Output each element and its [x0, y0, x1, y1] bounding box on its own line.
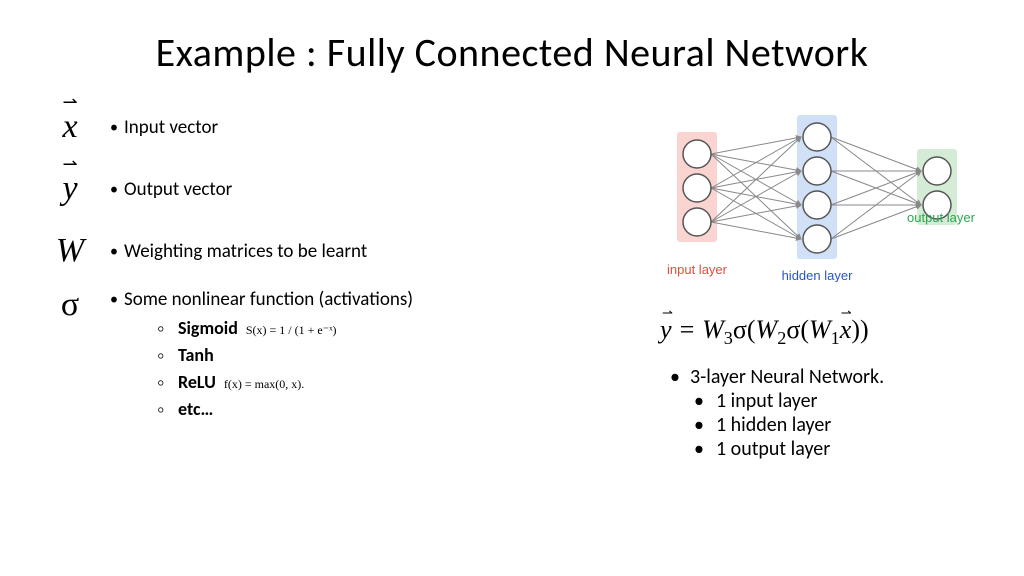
- main-equation: ⇀y = W3σ(W2σ(W1⇀x)): [660, 315, 994, 349]
- eq-sigma1: σ: [733, 315, 747, 344]
- activation-tanh: Tanh: [158, 342, 337, 369]
- def-sigma: Some nonlinear function (activations) Si…: [110, 282, 600, 423]
- sigmoid-label: Sigmoid: [178, 317, 238, 339]
- left-column: ⇀x ⇀y W σ Input vector Output vector Wei…: [30, 96, 600, 461]
- eq-w1: W: [809, 315, 831, 344]
- page-title: Example : Fully Connected Neural Network: [0, 0, 1024, 76]
- nn-svg: input layer hidden layer output layer: [657, 102, 977, 282]
- def-x-text: Input vector: [110, 116, 218, 139]
- def-sigma-text: Some nonlinear function (activations): [110, 288, 413, 311]
- symbol-w-text: W: [56, 232, 84, 270]
- summary-item-0: 1 input layer: [694, 389, 994, 413]
- eq-w2: W: [756, 315, 778, 344]
- symbol-y: ⇀y: [30, 158, 110, 220]
- tanh-label: Tanh: [178, 344, 214, 366]
- eq-rp2: ): [860, 315, 869, 344]
- summary-item-2: 1 output layer: [694, 437, 994, 461]
- symbol-x: ⇀x: [30, 96, 110, 158]
- symbol-column: ⇀x ⇀y W σ: [30, 96, 110, 461]
- right-column: input layer hidden layer output layer ⇀y =…: [600, 96, 994, 461]
- svg-text:hidden layer: hidden layer: [782, 268, 853, 282]
- eq-sub3: 3: [724, 328, 733, 348]
- eq-lp2: (: [800, 315, 809, 344]
- nn-diagram: input layer hidden layer output layer: [657, 102, 977, 287]
- eq-sub1: 1: [831, 328, 840, 348]
- eq-sub2: 2: [777, 328, 786, 348]
- def-y-text: Output vector: [110, 178, 232, 201]
- sigmoid-formula: S(x) = 1 / (1 + e⁻ˣ): [246, 323, 337, 337]
- relu-label: ReLU: [178, 371, 216, 393]
- activation-list: Sigmoid S(x) = 1 / (1 + e⁻ˣ) Tanh ReLU f(x…: [158, 315, 337, 423]
- svg-text:input layer: input layer: [667, 262, 728, 277]
- etc-label: etc…: [178, 398, 213, 420]
- eq-equals: =: [672, 315, 703, 344]
- summary-item-1: 1 hidden layer: [694, 413, 994, 437]
- eq-w3: W: [702, 315, 724, 344]
- content-area: ⇀x ⇀y W σ Input vector Output vector Wei…: [0, 76, 1024, 461]
- def-w: Weighting matrices to be learnt: [110, 220, 600, 282]
- symbol-x-text: x: [62, 108, 77, 146]
- activation-etc: etc…: [158, 396, 337, 423]
- def-y: Output vector: [110, 158, 600, 220]
- symbol-sigma-text: σ: [61, 286, 79, 324]
- eq-sigma2: σ: [786, 315, 800, 344]
- symbol-y-text: y: [62, 170, 77, 208]
- summary-title: 3-layer Neural Network.: [670, 365, 994, 389]
- svg-text:output layer: output layer: [907, 210, 976, 225]
- relu-formula: f(x) = max(0, x).: [224, 377, 304, 391]
- def-x: Input vector: [110, 96, 600, 158]
- activation-relu: ReLU f(x) = max(0, x).: [158, 369, 337, 396]
- eq-lp1: (: [747, 315, 756, 344]
- symbol-w: W: [30, 220, 110, 282]
- def-w-text: Weighting matrices to be learnt: [110, 240, 367, 263]
- symbol-sigma: σ: [30, 282, 110, 402]
- eq-rp1: ): [851, 315, 860, 344]
- activation-sigmoid: Sigmoid S(x) = 1 / (1 + e⁻ˣ): [158, 315, 337, 342]
- summary-list: 3-layer Neural Network. 1 input layer 1 …: [670, 365, 994, 461]
- definition-column: Input vector Output vector Weighting mat…: [110, 96, 600, 461]
